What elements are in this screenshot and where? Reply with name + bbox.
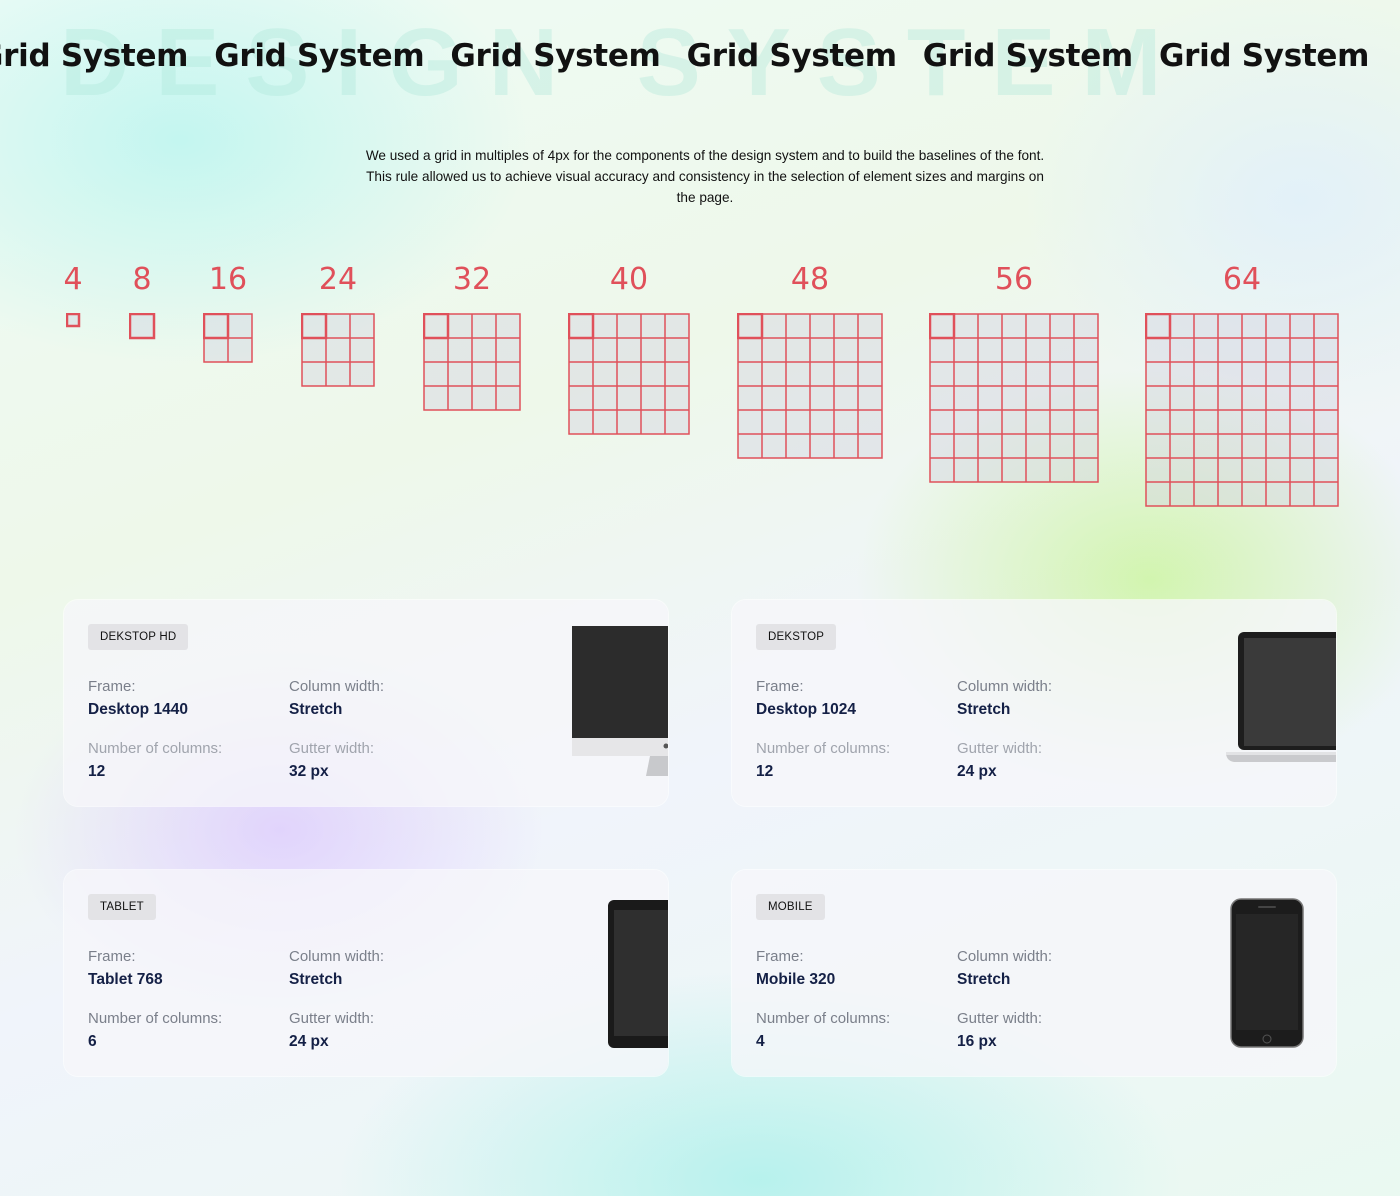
- grid-size-32-box: [423, 313, 521, 411]
- grid-size-64-box: [1145, 313, 1339, 507]
- base-cell-highlight: [203, 313, 230, 340]
- gutter-value: 16 px: [957, 1033, 997, 1050]
- marquee-item: Grid System: [686, 38, 897, 74]
- laptop-icon: [1226, 632, 1336, 762]
- frame-value: Desktop 1440: [88, 701, 188, 718]
- grid-size-56-box: [929, 313, 1099, 483]
- base-cell-highlight: [301, 313, 328, 340]
- gutter-value: 24 px: [289, 1033, 329, 1050]
- card-desktop-hd: DEKSTOP HD Frame: Desktop 1440 Column wi…: [64, 600, 668, 806]
- frame-label: Frame:: [88, 678, 136, 695]
- grid-outline: [129, 313, 156, 340]
- frame-value: Mobile 320: [756, 971, 836, 988]
- marquee-item: Grid System: [450, 38, 661, 74]
- gutter-label: Gutter width:: [289, 1010, 375, 1027]
- grid-size-4-box: [66, 313, 81, 328]
- imac-icon: [572, 626, 668, 776]
- column-width-label: Column width:: [289, 678, 385, 695]
- card-badge: MOBILE: [756, 894, 825, 920]
- grid-outline: [66, 313, 81, 328]
- columns-label: Number of columns:: [756, 740, 891, 757]
- frame-value: Tablet 768: [88, 971, 163, 988]
- marquee-item: Grid System: [1158, 38, 1370, 74]
- grid-outline: [301, 313, 375, 387]
- grid-size-label: 40: [609, 262, 649, 297]
- grid-system-marquee: Grid System Grid System Grid System Grid…: [0, 38, 1369, 74]
- columns-label: Number of columns:: [88, 1010, 223, 1027]
- gutter-label: Gutter width:: [289, 740, 375, 757]
- card-badge: DEKSTOP: [756, 624, 837, 650]
- grid-size-8-box: [129, 313, 156, 340]
- grid-outline: [929, 313, 1099, 483]
- card-badge: DEKSTOP HD: [88, 624, 189, 650]
- column-width-value: Stretch: [957, 701, 1011, 718]
- gutter-label: Gutter width:: [957, 740, 1043, 757]
- base-cell-highlight: [1145, 313, 1172, 340]
- column-width-label: Column width:: [957, 678, 1053, 695]
- grid-size-label: 24: [318, 262, 358, 297]
- marquee-item: Grid System: [922, 38, 1133, 74]
- card-tablet: TABLET Frame: Tablet 768 Column width: S…: [64, 870, 668, 1076]
- tablet-icon: [608, 900, 668, 1048]
- card-desktop: DEKSTOP Frame: Desktop 1024 Column width…: [732, 600, 1336, 806]
- frame-value: Desktop 1024: [756, 701, 856, 718]
- column-width-value: Stretch: [289, 701, 343, 718]
- grid-size-24-box: [301, 313, 375, 387]
- frame-label: Frame:: [756, 948, 804, 965]
- base-cell-highlight: [737, 313, 764, 340]
- columns-label: Number of columns:: [88, 740, 223, 757]
- column-width-value: Stretch: [957, 971, 1011, 988]
- frame-label: Frame:: [756, 678, 804, 695]
- grid-size-label: 4: [63, 262, 83, 297]
- grid-size-label: 48: [790, 262, 830, 297]
- intro-paragraph: We used a grid in multiples of 4px for t…: [365, 147, 1045, 205]
- column-width-label: Column width:: [957, 948, 1053, 965]
- grid-size-label: 64: [1222, 262, 1262, 297]
- base-cell-highlight: [929, 313, 956, 340]
- card-mobile: MOBILE Frame: Mobile 320 Column width: S…: [732, 870, 1336, 1076]
- column-width-value: Stretch: [289, 971, 343, 988]
- base-cell-highlight: [568, 313, 595, 340]
- card-badge: TABLET: [88, 894, 156, 920]
- columns-label: Number of columns:: [756, 1010, 891, 1027]
- grid-size-label: 56: [994, 262, 1034, 297]
- base-cell-highlight: [423, 313, 450, 340]
- grid-size-label: 16: [208, 262, 248, 297]
- columns-value: 6: [88, 1033, 97, 1050]
- background-title: DESIGN SYSTEM: [60, 9, 1188, 116]
- gutter-value: 32 px: [289, 763, 329, 780]
- columns-value: 12: [756, 763, 774, 780]
- grid-outline: [568, 313, 690, 435]
- grid-size-label: 8: [132, 262, 152, 297]
- phone-icon: [1230, 898, 1304, 1048]
- columns-value: 4: [756, 1033, 765, 1050]
- columns-value: 12: [88, 763, 106, 780]
- grid-size-16-box: [203, 313, 253, 363]
- grid-size-40-box: [568, 313, 690, 435]
- grid-size-label: 32: [452, 262, 492, 297]
- marquee-item: Grid System: [0, 38, 189, 74]
- frame-label: Frame:: [88, 948, 136, 965]
- marquee-item: Grid System: [214, 38, 425, 74]
- gutter-value: 24 px: [957, 763, 997, 780]
- column-width-label: Column width:: [289, 948, 385, 965]
- grid-size-48-box: [737, 313, 883, 459]
- gutter-label: Gutter width:: [957, 1010, 1043, 1027]
